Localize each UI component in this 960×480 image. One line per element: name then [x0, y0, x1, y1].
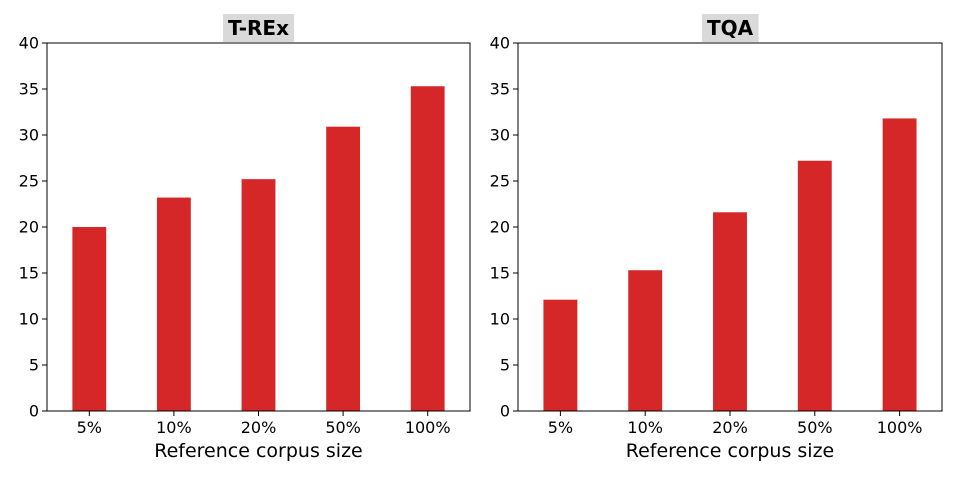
bar-100pct	[882, 118, 917, 411]
y-tick-label: 0	[29, 402, 39, 421]
y-tick-label: 15	[19, 264, 39, 283]
bar-5pct	[72, 227, 107, 411]
chart-title-background	[701, 14, 759, 42]
x-tick-label: 10%	[156, 418, 192, 437]
x-tick-label: 50%	[797, 418, 833, 437]
x-tick-label: 50%	[325, 418, 361, 437]
bar-20pct	[241, 179, 276, 411]
x-tick-label: 100%	[405, 418, 451, 437]
x-tick-label: 5%	[77, 418, 102, 437]
y-tick-label: 30	[19, 126, 39, 145]
y-tick-label: 35	[19, 80, 39, 99]
y-tick-label: 15	[490, 264, 510, 283]
bar-100pct	[410, 86, 445, 412]
x-tick-label: 5%	[548, 418, 573, 437]
chart-title: T-REx	[228, 16, 289, 40]
y-tick-label: 20	[19, 218, 39, 237]
y-tick-label: 10	[19, 310, 39, 329]
y-tick-label: 40	[490, 34, 510, 53]
bar-10pct	[628, 270, 663, 411]
x-tick-label: 20%	[712, 418, 748, 437]
bar-10pct	[156, 197, 191, 411]
x-tick-label: 10%	[627, 418, 663, 437]
bar-5pct	[543, 299, 578, 411]
y-tick-label: 0	[500, 402, 510, 421]
chart-panel-trex: 0 5 10 15 20 25 30 35 40 5% 10% 20% 50% 100% Reference…	[19, 14, 471, 462]
y-tick-label: 20	[490, 218, 510, 237]
x-tick-label: 20%	[241, 418, 277, 437]
x-axis-label: Reference corpus size	[626, 440, 834, 462]
x-tick-label: 100%	[877, 418, 923, 437]
y-tick-label: 5	[29, 356, 39, 375]
bar-50pct	[326, 126, 361, 411]
y-tick-label: 10	[490, 310, 510, 329]
y-tick-label: 25	[490, 172, 510, 191]
chart-title: TQA	[707, 16, 754, 40]
y-tick-label: 35	[490, 80, 510, 99]
bar-20pct	[713, 212, 747, 411]
y-tick-label: 5	[500, 356, 510, 375]
chart-panel-tqa: 0 5 10 15 20 25 30 35 40 5% 10% 20% 50% 100% Reference…	[490, 14, 943, 462]
y-tick-label: 40	[19, 34, 39, 53]
bar-50pct	[797, 160, 832, 411]
y-tick-label: 30	[490, 126, 510, 145]
x-axis-label: Reference corpus size	[154, 440, 362, 462]
y-tick-label: 25	[19, 172, 39, 191]
chart-title-background	[223, 14, 295, 42]
